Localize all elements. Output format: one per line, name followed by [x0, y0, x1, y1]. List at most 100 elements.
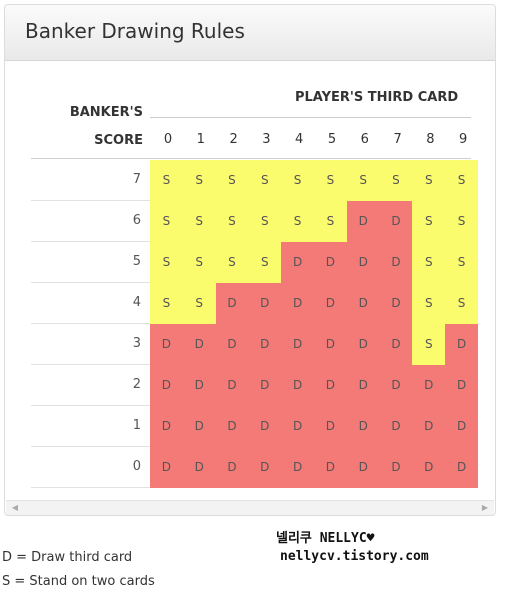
draw-cell: D — [347, 242, 380, 283]
draw-cell: D — [347, 406, 380, 447]
draw-cell: D — [248, 283, 281, 324]
draw-cell: D — [314, 447, 347, 488]
column-header: 7 — [382, 132, 414, 147]
column-header: 4 — [283, 132, 315, 147]
stand-cell: S — [150, 160, 183, 201]
stand-cell: S — [183, 160, 216, 201]
stand-cell: S — [150, 201, 183, 242]
watermark-line1: 넬리쿠 NELLYC♥ — [276, 527, 375, 546]
stand-cell: S — [412, 242, 445, 283]
draw-cell: D — [183, 365, 216, 406]
banker-rules-panel: Banker Drawing Rules PLAYER'S THIRD CARD… — [4, 4, 496, 516]
legend-draw: D = Draw third card — [2, 550, 132, 565]
stand-cell: S — [248, 160, 281, 201]
draw-cell: D — [314, 324, 347, 365]
stand-cell: S — [281, 160, 314, 201]
stand-cell: S — [445, 283, 478, 324]
draw-cell: D — [314, 283, 347, 324]
stand-cell: S — [380, 160, 413, 201]
draw-cell: D — [216, 406, 249, 447]
draw-cell: D — [183, 324, 216, 365]
banker-score: 2 — [31, 365, 141, 405]
stand-cell: S — [216, 201, 249, 242]
banker-score: 6 — [31, 201, 141, 241]
column-header: 2 — [218, 132, 250, 147]
arrow-left-icon[interactable]: ◀ — [8, 501, 22, 515]
draw-cell: D — [281, 365, 314, 406]
draw-cell: D — [314, 406, 347, 447]
stand-cell: S — [216, 242, 249, 283]
stand-cell: S — [412, 160, 445, 201]
draw-cell: D — [445, 324, 478, 365]
draw-cell: D — [216, 365, 249, 406]
score-label: SCORE — [63, 133, 143, 148]
stand-cell: S — [445, 160, 478, 201]
draw-cell: D — [216, 447, 249, 488]
column-header: 6 — [349, 132, 381, 147]
stand-cell: S — [150, 242, 183, 283]
draw-cell: D — [445, 406, 478, 447]
draw-cell: D — [347, 283, 380, 324]
table-row: 7SSSSSSSSSS — [31, 160, 478, 201]
draw-cell: D — [150, 406, 183, 447]
draw-cell: D — [412, 447, 445, 488]
stand-cell: S — [248, 201, 281, 242]
panel-title: Banker Drawing Rules — [5, 5, 495, 61]
watermark-line2: nellycv.tistory.com — [280, 549, 429, 564]
stand-cell: S — [183, 283, 216, 324]
stand-cell: S — [445, 242, 478, 283]
legend-stand: S = Stand on two cards — [2, 574, 155, 589]
stand-cell: S — [150, 283, 183, 324]
header-divider — [150, 117, 471, 118]
draw-cell: D — [216, 283, 249, 324]
column-header: 0 — [152, 132, 184, 147]
header-bottom-line — [31, 158, 471, 159]
row-divider — [31, 487, 150, 488]
table-row: 0DDDDDDDDDD — [31, 447, 478, 488]
stand-cell: S — [183, 201, 216, 242]
banker-score: 7 — [31, 160, 141, 200]
banker-label: BANKER'S — [63, 105, 143, 120]
table-row: 1DDDDDDDDDD — [31, 406, 478, 447]
stand-cell: S — [216, 160, 249, 201]
stand-cell: S — [248, 242, 281, 283]
draw-cell: D — [150, 447, 183, 488]
draw-cell: D — [347, 447, 380, 488]
draw-cell: D — [347, 324, 380, 365]
stand-cell: S — [183, 242, 216, 283]
column-header: 3 — [250, 132, 282, 147]
banker-score: 5 — [31, 242, 141, 282]
horizontal-scrollbar[interactable]: ◀ ▶ — [6, 500, 494, 515]
stand-cell: S — [347, 160, 380, 201]
arrow-right-icon[interactable]: ▶ — [478, 501, 492, 515]
column-header: 1 — [185, 132, 217, 147]
draw-cell: D — [412, 406, 445, 447]
stand-cell: S — [281, 201, 314, 242]
stand-cell: S — [314, 201, 347, 242]
draw-cell: D — [445, 447, 478, 488]
draw-cell: D — [380, 283, 413, 324]
stand-cell: S — [412, 283, 445, 324]
draw-cell: D — [248, 406, 281, 447]
draw-cell: D — [380, 324, 413, 365]
player-third-card-label: PLAYER'S THIRD CARD — [295, 90, 458, 105]
draw-cell: D — [380, 406, 413, 447]
draw-cell: D — [248, 365, 281, 406]
draw-cell: D — [281, 283, 314, 324]
draw-cell: D — [216, 324, 249, 365]
column-header: 8 — [414, 132, 446, 147]
draw-cell: D — [248, 447, 281, 488]
stand-cell: S — [412, 201, 445, 242]
draw-cell: D — [183, 447, 216, 488]
draw-cell: D — [380, 365, 413, 406]
column-header: 9 — [447, 132, 479, 147]
draw-cell: D — [150, 365, 183, 406]
draw-cell: D — [380, 201, 413, 242]
draw-cell: D — [150, 324, 183, 365]
draw-cell: D — [281, 406, 314, 447]
